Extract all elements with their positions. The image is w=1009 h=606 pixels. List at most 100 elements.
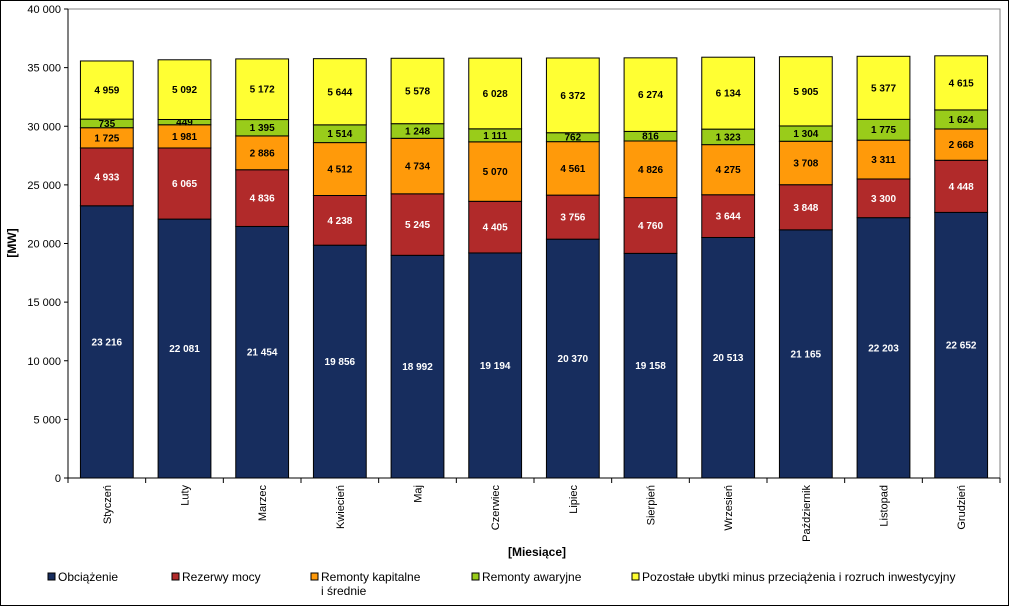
y-axis-title: [MW] [5,228,19,257]
bar-segment [701,56,756,130]
data-label: 1 304 [793,129,818,140]
x-tick-label: Lipiec [568,485,580,514]
bar-segment [468,200,523,254]
plot-border [67,8,1001,479]
bar-segment [157,218,212,479]
data-label: 4 760 [638,221,663,232]
data-label: 1 323 [716,132,741,143]
x-tick-label: Grudzień [956,485,968,530]
data-label: 449 [176,118,193,129]
data-label: 1 514 [327,129,352,140]
x-tick-label: Maj [413,485,425,503]
data-label: 23 216 [92,337,123,348]
data-label: 20 513 [713,353,744,364]
bar-segment [235,135,290,171]
y-tick-label: 15 000 [27,297,61,309]
legend-label: Rezerwy mocy [182,570,261,584]
data-label: 1 395 [250,123,275,134]
data-label: 4 275 [716,165,741,176]
bar-segment [545,141,600,196]
x-axis-title: [Miesiące] [508,545,566,559]
bar-segment [390,193,445,256]
data-label: 5 905 [793,87,818,98]
legend-swatch [310,572,319,581]
legend-label: Remonty awaryjne [482,570,582,584]
data-label: 1 111 [483,131,507,142]
data-label: 2 886 [250,148,275,159]
bar-segment [778,56,833,127]
bar-segment [701,144,756,196]
bar-segment [856,217,911,479]
data-label: 5 245 [405,220,430,231]
y-tick-label: 40 000 [27,4,61,16]
data-label: 3 644 [716,212,741,223]
data-label: 4 405 [483,223,508,234]
x-tick-label: Styczeń [102,485,114,524]
data-label: 4 448 [949,182,974,193]
data-label: 4 959 [94,86,119,97]
plot-area: 0 5 000 10 000 15 000 20 000 25 000 30 000 35 0… [27,4,1001,542]
y-tick-label: 10 000 [27,356,61,368]
data-label: 1 725 [94,133,119,144]
bar-segment [312,58,367,126]
data-label: 1 775 [871,125,896,136]
bar-segment [623,57,678,132]
bar-segment [623,252,678,479]
y-tick-label: 35 000 [27,63,61,75]
x-tick-label: Marzec [257,485,269,522]
bar-segment [79,60,134,120]
data-label: 19 856 [325,357,356,368]
bar-segment [934,55,989,111]
data-label: 4 734 [405,162,430,173]
data-label: 18 992 [402,362,433,373]
data-label: 816 [642,132,659,143]
legend-label: Remonty kapitalne [321,570,421,584]
x-tick-label: Listopad [879,485,891,527]
data-label: 1 981 [172,132,197,143]
data-label: 6 372 [560,91,585,102]
bar-segment [545,194,600,240]
bar-segment [623,197,678,254]
data-label: 6 274 [638,90,663,101]
bar-segment [390,57,445,125]
bar-segment [312,194,367,246]
data-label: 5 377 [871,83,896,94]
bar-segment [934,159,989,213]
data-label: 22 081 [169,344,200,355]
data-label: 1 624 [949,115,974,126]
data-label: 21 165 [791,349,822,360]
data-label: 4 615 [949,78,974,89]
bar-segment [545,238,600,479]
data-label: 3 311 [871,155,896,166]
data-label: 5 172 [250,85,275,96]
bar-segment [390,137,445,195]
data-label: 4 238 [327,216,352,227]
data-label: 3 300 [871,194,896,205]
bar-segment [934,128,989,161]
y-tick-label: 0 [55,473,61,485]
data-label: 5 644 [327,87,352,98]
data-label: 6 134 [716,89,741,100]
legend-swatch [47,572,56,581]
bar-segment [235,169,290,227]
y-tick-label: 5 000 [33,414,61,426]
data-label: 4 512 [327,165,352,176]
x-tick-label: Wrzesień [723,485,735,531]
y-tick-label: 20 000 [27,239,61,251]
data-label: 19 158 [635,361,666,372]
y-tick-label: 30 000 [27,121,61,133]
bar-segment [312,244,367,479]
data-label: 2 668 [949,140,974,151]
bar-segment [934,211,989,479]
y-tick-label: 25 000 [27,180,61,192]
bar-segment [545,57,600,134]
legend-swatch [471,572,480,581]
data-label: 21 454 [247,348,278,359]
legend: Obciążenie Rezerwy mocy Remonty kapitalnei… [47,570,955,598]
bar-segment [778,184,833,231]
data-label: 19 194 [480,361,511,372]
data-label: 20 370 [558,354,589,365]
bar-segment [235,58,290,121]
legend-swatch [631,572,640,581]
bar-segment [312,142,367,196]
